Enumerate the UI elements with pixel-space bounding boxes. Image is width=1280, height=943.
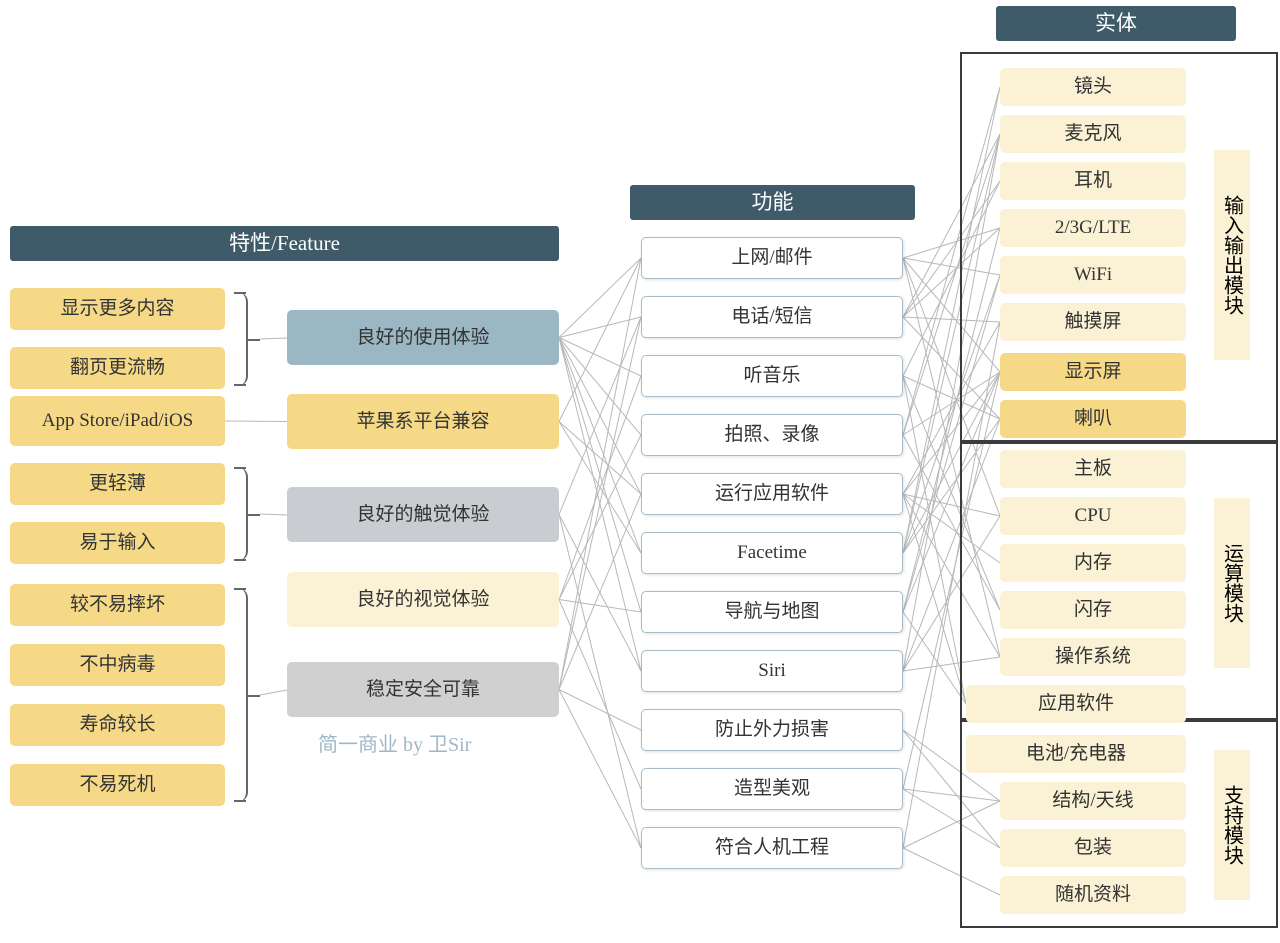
entity-e5: WiFi	[1000, 256, 1186, 294]
function-fn4: 拍照、录像	[641, 414, 903, 456]
function-fn3: 听音乐	[641, 355, 903, 397]
entity-e17: 包装	[1000, 829, 1186, 867]
entity-group-label-g3: 支持模块	[1214, 750, 1250, 900]
feature-f2: 翻页更流畅	[10, 347, 225, 389]
entity-e8: 喇叭	[1000, 400, 1186, 438]
entity-e11: 内存	[1000, 544, 1186, 582]
entity-e9: 主板	[1000, 450, 1186, 488]
feature-f1: 显示更多内容	[10, 288, 225, 330]
feature-header: 特性/Feature	[10, 226, 559, 261]
entity-e10: CPU	[1000, 497, 1186, 535]
entity-e13: 操作系统	[1000, 638, 1186, 676]
entity-e15: 电池/充电器	[966, 735, 1186, 773]
feature-f9: 不易死机	[10, 764, 225, 806]
bracket-b3	[232, 467, 248, 561]
function-fn2: 电话/短信	[641, 296, 903, 338]
entity-e4: 2/3G/LTE	[1000, 209, 1186, 247]
entity-e16: 结构/天线	[1000, 782, 1186, 820]
feature-f3: App Store/iPad/iOS	[10, 396, 225, 446]
function-fn1: 上网/邮件	[641, 237, 903, 279]
entity-e14: 应用软件	[966, 685, 1186, 723]
quality-q2: 苹果系平台兼容	[287, 394, 559, 449]
function-fn8: Siri	[641, 650, 903, 692]
feature-f6: 较不易摔坏	[10, 584, 225, 626]
entity-e2: 麦克风	[1000, 115, 1186, 153]
entity-group-label-g2: 运算模块	[1214, 498, 1250, 668]
feature-f8: 寿命较长	[10, 704, 225, 746]
entity-e1: 镜头	[1000, 68, 1186, 106]
feature-f4: 更轻薄	[10, 463, 225, 505]
function-fn7: 导航与地图	[641, 591, 903, 633]
feature-f5: 易于输入	[10, 522, 225, 564]
function-fn11: 符合人机工程	[641, 827, 903, 869]
entity-group-label-g1: 输入输出模块	[1214, 150, 1250, 360]
feature-f7: 不中病毒	[10, 644, 225, 686]
entity-e6: 触摸屏	[1000, 303, 1186, 341]
entity-e12: 闪存	[1000, 591, 1186, 629]
function-fn5: 运行应用软件	[641, 473, 903, 515]
entity-e7: 显示屏	[1000, 353, 1186, 391]
entity-e18: 随机资料	[1000, 876, 1186, 914]
function-fn10: 造型美观	[641, 768, 903, 810]
quality-q3: 良好的触觉体验	[287, 487, 559, 542]
bracket-b1	[232, 292, 248, 386]
function-fn6: Facetime	[641, 532, 903, 574]
watermark: 简一商业 by 卫Sir	[318, 728, 471, 757]
bracket-b4	[232, 588, 248, 802]
function-fn9: 防止外力损害	[641, 709, 903, 751]
quality-q5: 稳定安全可靠	[287, 662, 559, 717]
quality-q4: 良好的视觉体验	[287, 572, 559, 627]
entity-e3: 耳机	[1000, 162, 1186, 200]
quality-q1: 良好的使用体验	[287, 310, 559, 365]
function-header: 功能	[630, 185, 915, 220]
entity-header: 实体	[996, 6, 1236, 41]
